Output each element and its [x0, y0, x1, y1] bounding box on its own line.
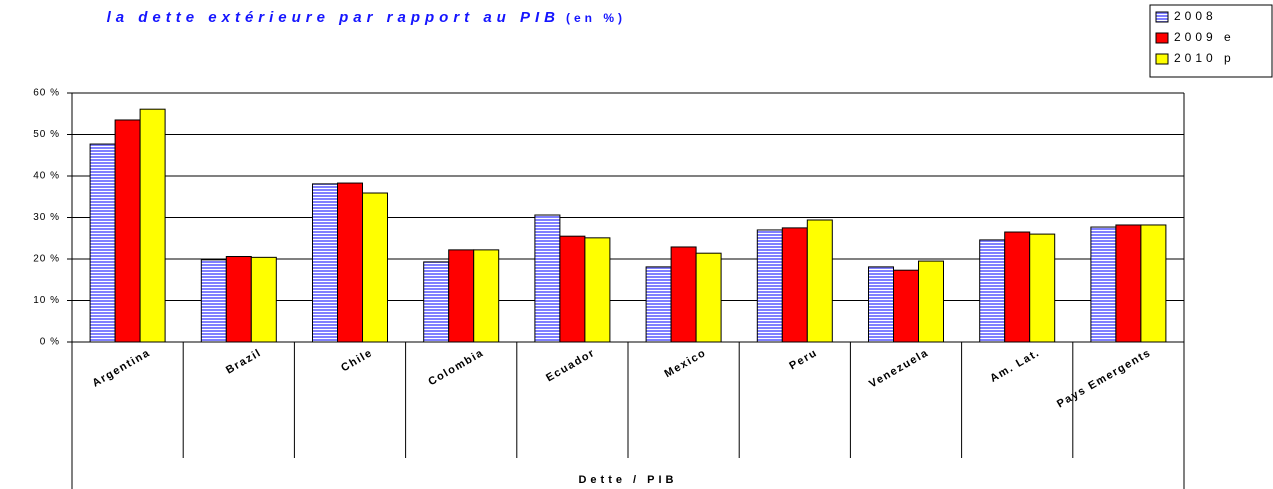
x-tick-label: Venezuela — [867, 347, 931, 391]
legend-label: 2009 e — [1174, 30, 1235, 44]
bar — [781, 227, 808, 343]
y-tick-label: 10 % — [33, 295, 60, 306]
bar — [806, 219, 833, 343]
legend-box — [1149, 4, 1273, 78]
legend-label: 2010 p — [1174, 51, 1235, 65]
bar — [695, 252, 722, 343]
x-tick-label: Ecuador — [544, 347, 597, 385]
chart-title: la dette extérieure par rapport au PIB — [107, 9, 560, 26]
bar — [89, 143, 116, 343]
x-tick-label: Argentina — [90, 347, 152, 390]
y-tick-label: 20 % — [33, 254, 60, 265]
legend-swatch — [1155, 32, 1169, 44]
y-tick-label: 60 % — [33, 88, 60, 99]
bar — [1115, 224, 1142, 343]
y-tick-label: 30 % — [33, 212, 60, 223]
y-tick-label: 50 % — [33, 129, 60, 140]
legend-swatch — [1155, 53, 1169, 65]
bar — [979, 239, 1006, 343]
bar — [1140, 224, 1167, 343]
bar — [362, 192, 388, 343]
bar — [1004, 231, 1031, 343]
bar — [584, 237, 611, 343]
x-tick-label: Mexico — [662, 347, 708, 381]
x-tick-label: Brazil — [224, 347, 264, 377]
bar — [312, 183, 338, 343]
bar — [200, 259, 227, 343]
y-tick-label: 40 % — [33, 171, 60, 182]
bar — [139, 108, 166, 343]
bar — [114, 119, 141, 343]
x-tick-label: Colombia — [426, 347, 486, 388]
x-tick-label: Pays Emergents — [1055, 347, 1153, 411]
bar — [756, 229, 783, 343]
bar — [423, 261, 450, 343]
bar — [1090, 226, 1117, 343]
bar — [250, 256, 277, 343]
x-tick-label: Chile — [339, 347, 375, 375]
bar — [225, 256, 252, 343]
bar — [559, 235, 586, 343]
bar — [473, 249, 500, 343]
x-tick-label: Am. Lat. — [988, 347, 1042, 385]
bar — [868, 266, 894, 343]
bar — [645, 266, 672, 343]
x-tick-label: Peru — [787, 347, 819, 373]
x-axis-label: Dette / PIB — [578, 474, 677, 486]
y-tick-label: 0 % — [40, 337, 60, 348]
bar — [918, 260, 944, 343]
category-frame — [71, 342, 1185, 489]
bar — [534, 214, 561, 343]
bar — [448, 249, 475, 343]
bar — [1029, 233, 1056, 343]
bar — [337, 182, 363, 343]
bar — [670, 246, 697, 343]
legend-swatch — [1155, 11, 1169, 23]
legend-label: 2008 — [1174, 9, 1217, 23]
bar — [893, 269, 919, 343]
chart-subtitle: (en %) — [566, 11, 626, 25]
